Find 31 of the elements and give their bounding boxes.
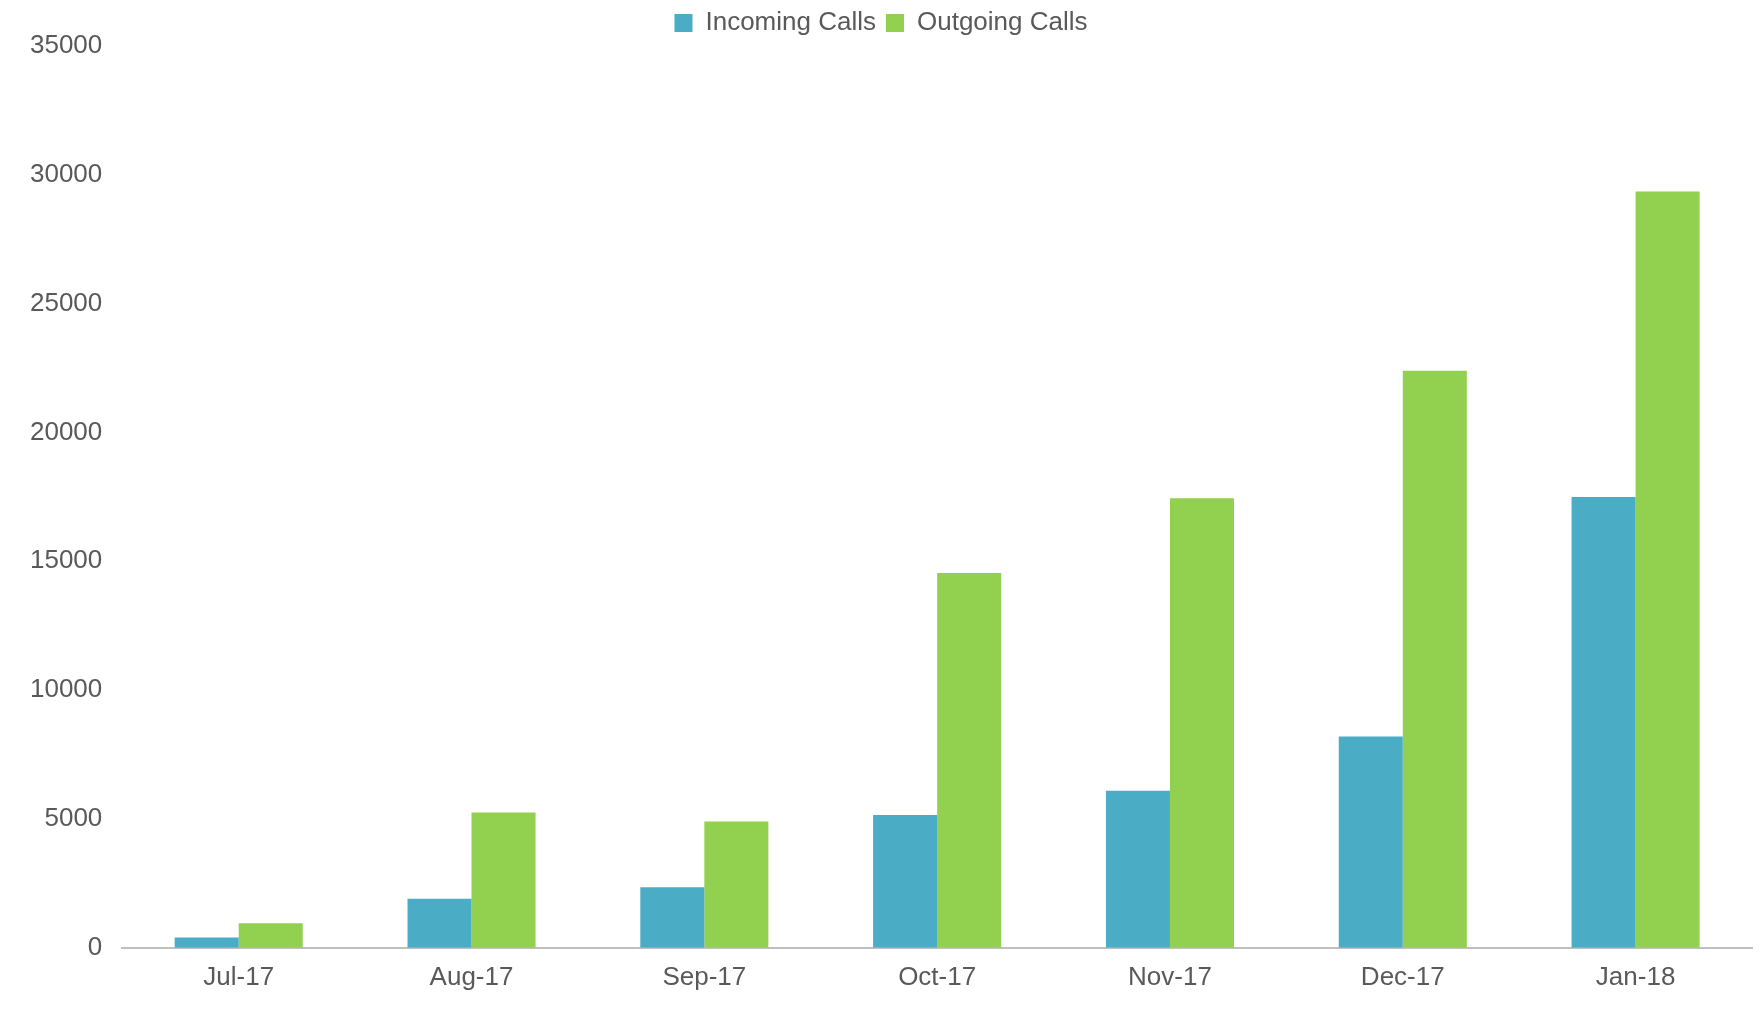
y-tick-label: 30000 — [29, 158, 103, 188]
bar — [1635, 191, 1700, 948]
x-tick-label: Jul-17 — [203, 960, 275, 991]
x-tick-label: Sep-17 — [662, 960, 747, 991]
bar — [1338, 736, 1403, 948]
bar — [1402, 370, 1467, 948]
bar — [174, 937, 239, 948]
y-tick-label: 15000 — [29, 544, 103, 575]
bar — [937, 572, 1002, 948]
bar — [873, 815, 938, 948]
bar — [471, 812, 536, 948]
x-tick-label: Jan-18 — [1595, 960, 1676, 991]
y-tick-label: 20000 — [29, 415, 103, 446]
legend-label: Incoming Calls — [705, 6, 876, 37]
bar — [238, 923, 303, 948]
y-tick-label: 25000 — [29, 286, 103, 317]
bar — [407, 898, 472, 948]
bar — [1105, 790, 1170, 948]
x-tick-label: Nov-17 — [1128, 960, 1212, 991]
bar — [1169, 498, 1234, 948]
legend-label: Outgoing Calls — [916, 6, 1088, 37]
y-tick-label: 5000 — [44, 802, 103, 833]
y-tick-label: 0 — [87, 930, 103, 961]
x-tick-label: Oct-17 — [898, 960, 977, 991]
bar — [640, 887, 705, 948]
bar — [1571, 496, 1636, 948]
y-tick-label: 10000 — [29, 673, 103, 704]
bar — [704, 821, 769, 948]
x-tick-label: Dec-17 — [1360, 960, 1445, 991]
x-tick-label: Aug-17 — [429, 960, 514, 991]
y-tick-label: 35000 — [29, 29, 103, 60]
